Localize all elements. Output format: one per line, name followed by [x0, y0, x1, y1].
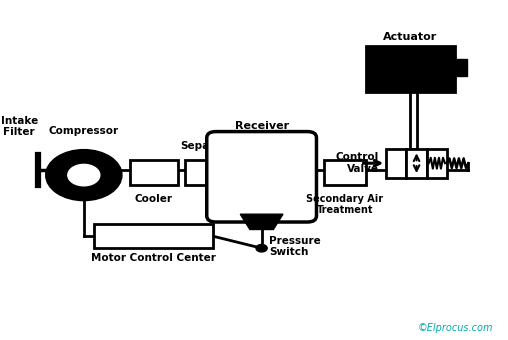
Bar [366, 46, 455, 92]
Text: Receiver: Receiver [235, 121, 289, 131]
Bar [455, 59, 467, 76]
Bar [406, 149, 427, 177]
Text: Intake
Filter: Intake Filter [1, 116, 38, 137]
Text: Control
Valve: Control Valve [335, 152, 378, 174]
Bar [427, 149, 447, 177]
Text: Separtor: Separtor [180, 141, 232, 151]
Bar [185, 160, 226, 185]
Text: ©Elprocus.com: ©Elprocus.com [417, 323, 493, 333]
Bar [324, 160, 366, 185]
Text: Pressure
Switch: Pressure Switch [269, 236, 321, 257]
Text: Secondary Air
Treatment: Secondary Air Treatment [306, 194, 384, 216]
Text: Motor Control Center: Motor Control Center [91, 253, 216, 263]
Text: Compressor: Compressor [49, 126, 119, 136]
Bar [386, 149, 406, 177]
Circle shape [46, 150, 122, 201]
Circle shape [256, 244, 267, 252]
Polygon shape [240, 214, 283, 230]
Bar [94, 224, 213, 248]
Text: Actuator: Actuator [383, 33, 437, 42]
FancyBboxPatch shape [207, 132, 316, 222]
Circle shape [68, 164, 100, 186]
Text: Cooler: Cooler [135, 194, 172, 204]
Bar [130, 160, 178, 185]
